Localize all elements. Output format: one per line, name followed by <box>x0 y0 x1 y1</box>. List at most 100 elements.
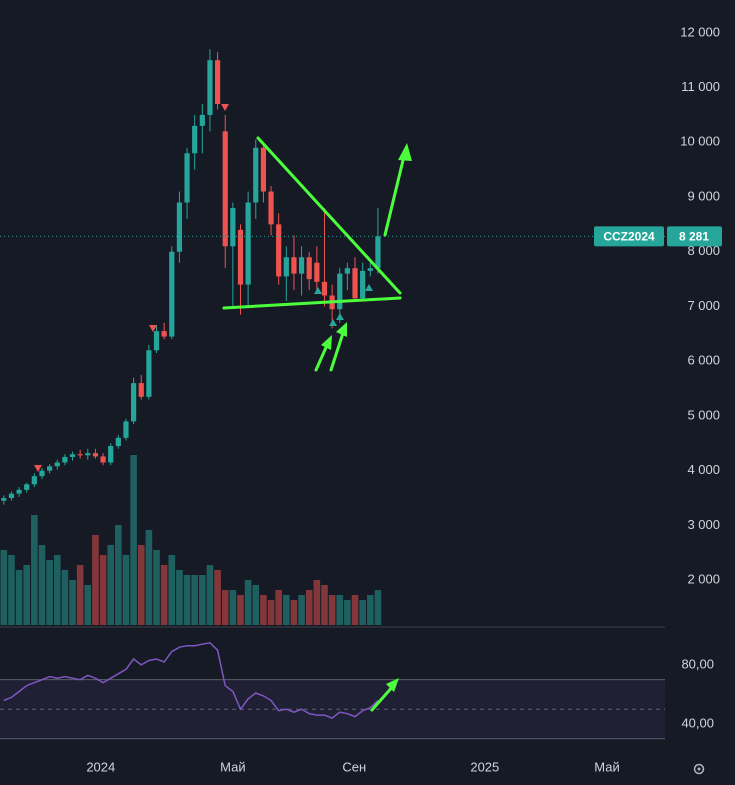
candle-body <box>291 257 297 274</box>
volume-bar <box>328 595 336 625</box>
volume-bar <box>153 550 160 625</box>
volume-bar <box>92 535 99 625</box>
rsi-line <box>3 641 379 719</box>
buy-marker <box>336 313 344 320</box>
volume-bar <box>344 600 351 625</box>
candle-body <box>245 202 251 285</box>
symbol-label: CCZ2024 <box>603 230 655 244</box>
volume-bar <box>366 595 374 625</box>
volume-bar <box>160 565 168 625</box>
x-tick-label: 2024 <box>86 759 115 774</box>
candle-body <box>31 476 37 485</box>
candle-body <box>100 456 106 463</box>
volume-bar <box>145 530 153 625</box>
y-tick-label: 3 000 <box>687 517 720 532</box>
volume-bar <box>374 590 382 625</box>
volume-bar <box>61 570 69 625</box>
buy-marker <box>365 284 373 291</box>
settings-icon[interactable] <box>693 763 705 775</box>
arrow <box>370 683 396 712</box>
volume-bar <box>351 595 359 625</box>
volume-bar <box>76 565 84 625</box>
arrow <box>329 328 346 372</box>
candle-body <box>85 453 91 456</box>
volume-bar <box>53 555 61 625</box>
candle-body <box>337 273 343 310</box>
volume-bar <box>38 545 46 625</box>
y-tick-label: 4 000 <box>687 462 720 477</box>
buy-marker <box>314 287 322 294</box>
settings-icon-dot[interactable] <box>697 767 701 771</box>
y-tick-label: 40,00 <box>681 715 714 730</box>
last-price-badge <box>667 226 722 247</box>
candle-body <box>237 229 244 285</box>
volume-bar <box>15 570 23 625</box>
volume-bar <box>137 545 145 625</box>
y-tick-label: 6 000 <box>687 353 720 368</box>
last-price-label: 8 281 <box>679 230 709 244</box>
volume-bar <box>176 570 183 625</box>
y-tick-label: 9 000 <box>687 188 720 203</box>
candle-body <box>352 268 358 299</box>
candle-body <box>360 270 366 299</box>
arrow-heads <box>321 143 412 692</box>
signal-markers <box>34 104 373 472</box>
volume-bar <box>260 595 267 625</box>
volume-bar <box>321 585 328 625</box>
y-tick-label: 2 000 <box>687 572 720 587</box>
settings-icon-ring[interactable] <box>693 763 705 775</box>
trend-line <box>222 296 402 310</box>
candle-body <box>367 268 373 271</box>
candle-body <box>199 114 205 126</box>
y-tick-label: 12 000 <box>680 24 720 39</box>
candle-body <box>54 462 60 467</box>
y-tick-label: 80,00 <box>681 656 714 671</box>
volume-bar <box>214 570 221 625</box>
candle-body <box>138 383 144 397</box>
volume-bar <box>183 575 191 625</box>
volume-bar <box>0 550 8 625</box>
volume-bar <box>199 575 206 625</box>
candle-body <box>47 466 53 471</box>
volume-bar <box>46 560 53 625</box>
volume-bar <box>252 585 260 625</box>
volume-bar <box>206 565 214 625</box>
candle-body <box>115 437 121 447</box>
arrow-head <box>386 678 399 692</box>
arrow-head <box>321 335 332 350</box>
candle-body <box>16 489 22 494</box>
volume-bar <box>283 595 290 625</box>
candle-body <box>146 350 152 397</box>
volume-bar <box>298 595 305 625</box>
volume-bar <box>23 565 31 625</box>
volume-bar <box>84 585 92 625</box>
y-tick-label: 7 000 <box>687 298 720 313</box>
candle-body <box>344 268 350 274</box>
x-tick-label: Май <box>594 759 619 774</box>
candle-body <box>169 251 175 337</box>
buy-marker <box>329 319 337 326</box>
candle-body <box>123 421 129 438</box>
candle-body <box>62 456 68 463</box>
candle-body <box>222 131 228 247</box>
volume-bar <box>191 575 198 625</box>
volume-bar <box>69 580 76 625</box>
plot-layer: 2 000 3 000 4 000 5 000 6 000 7 000 8 000 9 000… <box>0 24 722 774</box>
candle-body <box>321 281 328 296</box>
candle-body <box>298 257 305 274</box>
volume-bar <box>31 515 38 625</box>
candle-body <box>375 236 381 269</box>
arrow-head <box>336 322 347 337</box>
y-tick-label: 5 000 <box>687 407 720 422</box>
sell-marker <box>149 325 157 332</box>
sell-marker <box>34 465 42 472</box>
volume-bar <box>229 590 237 625</box>
x-tick-label: 2025 <box>470 759 499 774</box>
candle-body <box>207 60 213 115</box>
candle-body <box>77 454 83 456</box>
candle-body <box>24 484 30 490</box>
candle-body <box>1 498 7 501</box>
symbol-badge <box>594 226 664 247</box>
volume-bar <box>221 590 229 625</box>
